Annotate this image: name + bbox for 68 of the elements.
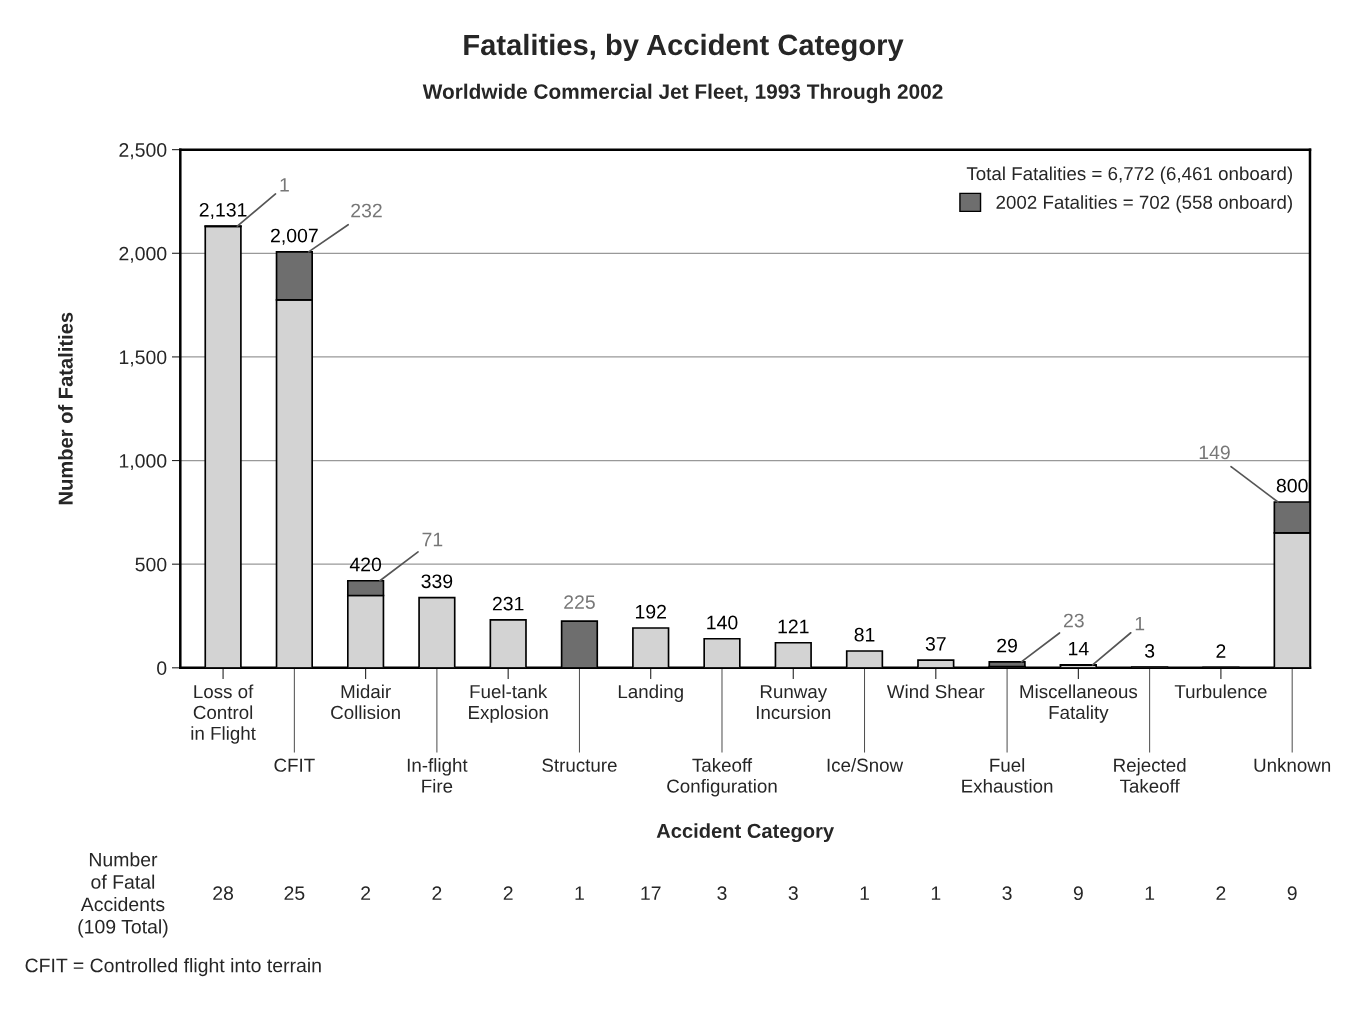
- total-label: 2,131: [199, 202, 247, 220]
- total-label: 14: [1069, 641, 1089, 656]
- x-tick-label: CFIT: [274, 758, 315, 772]
- x-tick-label: Runway Incursion: [756, 685, 831, 720]
- x-tick-label: Ice/Snow: [827, 758, 904, 772]
- total-label: 3: [1144, 644, 1155, 658]
- text: 1: [860, 886, 869, 900]
- x-tick-label: Takeoff Configuration: [667, 758, 777, 797]
- x-tick-label: Wind Shear: [886, 684, 985, 699]
- text: CFIT = Controlled flight into terrain: [25, 958, 321, 977]
- text: 2: [361, 886, 371, 900]
- x-axis-title: Accident Category: [656, 823, 835, 843]
- y-tick-label: 2,000: [119, 246, 167, 263]
- total-label: 140: [707, 615, 738, 630]
- text: 3: [1002, 886, 1012, 901]
- text: 1: [575, 886, 584, 900]
- x-tick-label: Loss of Control in Flight: [191, 684, 256, 744]
- data-label: 232: [351, 203, 382, 218]
- text: 3: [717, 886, 727, 901]
- total-label: 800: [1276, 478, 1308, 493]
- total-label: 420: [349, 557, 382, 572]
- x-tick-label: Landing: [618, 684, 683, 702]
- text: 1: [931, 886, 941, 900]
- data-label: 225: [564, 595, 595, 609]
- text: 9: [1073, 886, 1083, 901]
- y-tick-label: 2,500: [119, 143, 167, 160]
- total-label: 339: [421, 574, 453, 589]
- x-tick-label: Unknown: [1254, 758, 1331, 772]
- x-tick-label: Midair Collision: [331, 684, 400, 720]
- x-tick-label: Fuel Exhaustion: [962, 758, 1053, 793]
- legend-title: Total Fatalities = 6,772 (6,461 onboard): [966, 166, 1292, 184]
- x-tick-label: In-flight Fire: [407, 758, 468, 793]
- text: 9: [1287, 886, 1297, 901]
- y-tick-label: 500: [135, 557, 167, 572]
- total-label: 192: [635, 604, 666, 619]
- data-label: 1: [280, 178, 289, 192]
- text: 2: [503, 886, 513, 900]
- text: 2: [1216, 886, 1226, 900]
- text: 3: [788, 886, 798, 901]
- total-label: 29: [997, 638, 1017, 653]
- text: 28: [213, 886, 234, 901]
- total-label: 2,007: [271, 228, 318, 245]
- x-tick-label: Fuel-tank Explosion: [469, 684, 548, 723]
- text: 1: [1145, 886, 1155, 900]
- total-label: 231: [492, 596, 524, 611]
- total-label: 37: [925, 636, 946, 651]
- x-tick-label: Miscellaneous Fatality: [1020, 684, 1138, 723]
- data-label: 149: [1199, 445, 1230, 460]
- text: 25: [284, 886, 305, 901]
- chart-subtitle: Worldwide Commercial Jet Fleet, 1993 Through 2002: [422, 83, 943, 104]
- y-tick-label: 0: [157, 661, 167, 676]
- total-label: 81: [854, 627, 875, 642]
- text: 17: [641, 886, 661, 900]
- total-label: 2: [1216, 644, 1226, 658]
- data-label: 23: [1063, 613, 1084, 628]
- text: Number of Fatal Accidents (109 Total): [78, 852, 168, 938]
- data-label: 1: [1135, 616, 1145, 631]
- y-tick-label: 1,000: [119, 454, 167, 471]
- legend-label: 2002 Fatalities = 702 (558 onboard): [996, 195, 1292, 213]
- y-axis-title: Number of Fatalities: [58, 312, 73, 505]
- total-label: 121: [778, 619, 809, 634]
- y-tick-label: 1,500: [119, 350, 167, 367]
- x-tick-label: Rejected Takeoff: [1114, 758, 1186, 793]
- x-tick-label: Turbulence: [1174, 684, 1267, 699]
- data-label: 71: [422, 532, 443, 547]
- x-tick-label: Structure: [542, 758, 617, 772]
- text: 2: [432, 886, 442, 900]
- chart-title: Fatalities, by Accident Category: [464, 33, 904, 62]
